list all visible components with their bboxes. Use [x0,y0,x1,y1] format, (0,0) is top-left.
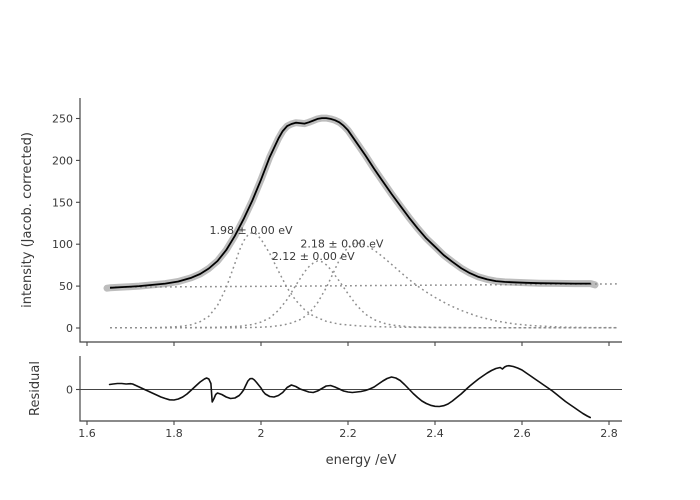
residual-plot-area: 1.6 1.8 2 2.2 2.4 2.6 2.8 0 Residual energy /eV [28,356,622,468]
x-tick-label: 2.2 [339,427,357,440]
x-tick-label: 2 [258,427,265,440]
x-axis-label: energy /eV [326,453,397,468]
y-tick-label: 150 [52,196,73,209]
axis-spine [79,356,622,422]
y-tick-label: 200 [52,154,73,167]
y-tick-label: 0 [66,322,73,335]
x-tick-label: 1.8 [165,427,183,440]
annotation-label: 2.18 ± 0.00 eV [300,237,383,250]
y-tick-label: 50 [59,280,73,293]
y-tick-label: 100 [52,238,73,251]
series-baseline-component [109,283,619,288]
y-axis-label: intensity (Jacob. corrected) [20,132,35,308]
main-plot-area: 0 50 100 150 200 250 intensity (Jacob. correct… [20,98,622,346]
y-tick-label: 250 [52,113,73,126]
series-peak-component-2.18eV [110,242,619,329]
annotation-label: 1.98 ± 0.00 eV [210,224,293,237]
x-tick-label: 2.8 [600,427,618,440]
series-fit [109,117,591,289]
y-axis-label: Residual [28,361,43,416]
series-residual [108,364,591,419]
x-tick-label: 2.6 [513,427,531,440]
x-tick-label: 1.6 [78,427,96,440]
series-peak-component-2.12eV [110,260,619,329]
y-tick-label: 0 [66,384,73,397]
x-tick-label: 2.4 [426,427,444,440]
annotation-label: 2.12 ± 0.00 eV [272,250,355,263]
axis-spine [79,98,622,343]
